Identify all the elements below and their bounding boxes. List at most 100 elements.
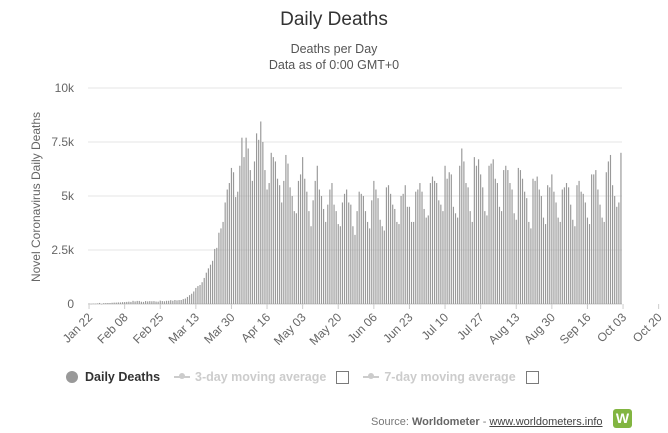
- bar[interactable]: [354, 234, 356, 304]
- bar[interactable]: [442, 211, 444, 304]
- bar[interactable]: [103, 303, 105, 304]
- bar[interactable]: [178, 300, 180, 304]
- bar[interactable]: [312, 200, 314, 304]
- bar[interactable]: [260, 121, 262, 304]
- bar[interactable]: [335, 211, 337, 304]
- bar[interactable]: [421, 191, 423, 304]
- bar[interactable]: [107, 303, 109, 304]
- bar[interactable]: [155, 301, 157, 304]
- bar[interactable]: [308, 211, 310, 304]
- bar[interactable]: [283, 180, 285, 304]
- bar[interactable]: [237, 191, 239, 304]
- bar[interactable]: [465, 183, 467, 304]
- bar[interactable]: [216, 247, 218, 304]
- bar[interactable]: [394, 208, 396, 304]
- bar[interactable]: [427, 215, 429, 304]
- bar[interactable]: [532, 178, 534, 304]
- bar[interactable]: [172, 300, 174, 304]
- bar[interactable]: [293, 211, 295, 304]
- bar[interactable]: [174, 300, 176, 304]
- bar[interactable]: [402, 193, 404, 304]
- bar[interactable]: [591, 174, 593, 304]
- bar[interactable]: [524, 191, 526, 304]
- bar[interactable]: [557, 217, 559, 304]
- bar[interactable]: [469, 211, 471, 304]
- bar[interactable]: [241, 137, 243, 304]
- bar[interactable]: [488, 165, 490, 304]
- bar[interactable]: [419, 183, 421, 304]
- bar[interactable]: [549, 187, 551, 304]
- bar[interactable]: [251, 180, 253, 304]
- bar[interactable]: [310, 226, 312, 304]
- bar[interactable]: [132, 300, 134, 304]
- bar[interactable]: [142, 301, 145, 304]
- bar[interactable]: [356, 211, 358, 304]
- bar[interactable]: [327, 204, 329, 304]
- bar[interactable]: [429, 183, 431, 304]
- bar[interactable]: [607, 161, 609, 304]
- bar[interactable]: [404, 185, 406, 304]
- bar[interactable]: [490, 163, 492, 304]
- bar[interactable]: [306, 191, 308, 304]
- bar[interactable]: [159, 300, 161, 304]
- bar[interactable]: [214, 248, 216, 304]
- bar[interactable]: [170, 300, 172, 304]
- bar[interactable]: [323, 208, 325, 304]
- bar[interactable]: [574, 226, 576, 304]
- bar[interactable]: [459, 165, 461, 304]
- bar[interactable]: [348, 202, 350, 304]
- legend-item-daily-deaths[interactable]: Daily Deaths: [66, 370, 160, 384]
- bar[interactable]: [486, 215, 488, 304]
- bar[interactable]: [482, 187, 484, 304]
- bar[interactable]: [184, 298, 186, 304]
- bar[interactable]: [331, 183, 333, 304]
- bar[interactable]: [224, 202, 226, 304]
- bar[interactable]: [272, 157, 274, 304]
- bar[interactable]: [584, 202, 586, 304]
- bar[interactable]: [494, 178, 496, 304]
- bar[interactable]: [536, 176, 538, 304]
- bar[interactable]: [526, 198, 528, 304]
- bar[interactable]: [505, 165, 507, 304]
- bar[interactable]: [281, 202, 283, 304]
- bar[interactable]: [140, 301, 142, 304]
- bar[interactable]: [513, 213, 515, 304]
- bar[interactable]: [343, 193, 346, 304]
- bar[interactable]: [515, 219, 517, 304]
- bar[interactable]: [406, 206, 408, 304]
- bar[interactable]: [379, 219, 381, 304]
- bar[interactable]: [618, 202, 620, 304]
- bar[interactable]: [366, 221, 369, 304]
- bar[interactable]: [220, 228, 222, 304]
- bar[interactable]: [287, 163, 289, 304]
- bar[interactable]: [205, 272, 207, 304]
- bar[interactable]: [149, 301, 151, 304]
- bar[interactable]: [457, 217, 459, 304]
- bar[interactable]: [375, 189, 377, 304]
- bar[interactable]: [232, 172, 235, 304]
- bar[interactable]: [218, 232, 220, 304]
- bar[interactable]: [239, 165, 241, 304]
- bar[interactable]: [517, 167, 519, 304]
- bar[interactable]: [201, 282, 203, 304]
- bar[interactable]: [530, 228, 532, 304]
- bar[interactable]: [180, 300, 182, 304]
- bar[interactable]: [576, 185, 578, 304]
- bar[interactable]: [274, 161, 277, 304]
- bar[interactable]: [507, 170, 509, 304]
- bar[interactable]: [511, 189, 513, 304]
- bar[interactable]: [119, 302, 122, 304]
- bar[interactable]: [599, 204, 601, 304]
- bar[interactable]: [163, 301, 166, 304]
- bar[interactable]: [501, 211, 503, 304]
- bar[interactable]: [235, 197, 237, 304]
- bar[interactable]: [121, 302, 124, 304]
- bar[interactable]: [346, 189, 348, 304]
- bar[interactable]: [258, 139, 260, 304]
- bar[interactable]: [553, 191, 555, 304]
- bar[interactable]: [134, 301, 136, 304]
- bar[interactable]: [182, 299, 184, 304]
- bar[interactable]: [413, 221, 415, 304]
- bar[interactable]: [572, 219, 574, 304]
- bar[interactable]: [188, 295, 191, 304]
